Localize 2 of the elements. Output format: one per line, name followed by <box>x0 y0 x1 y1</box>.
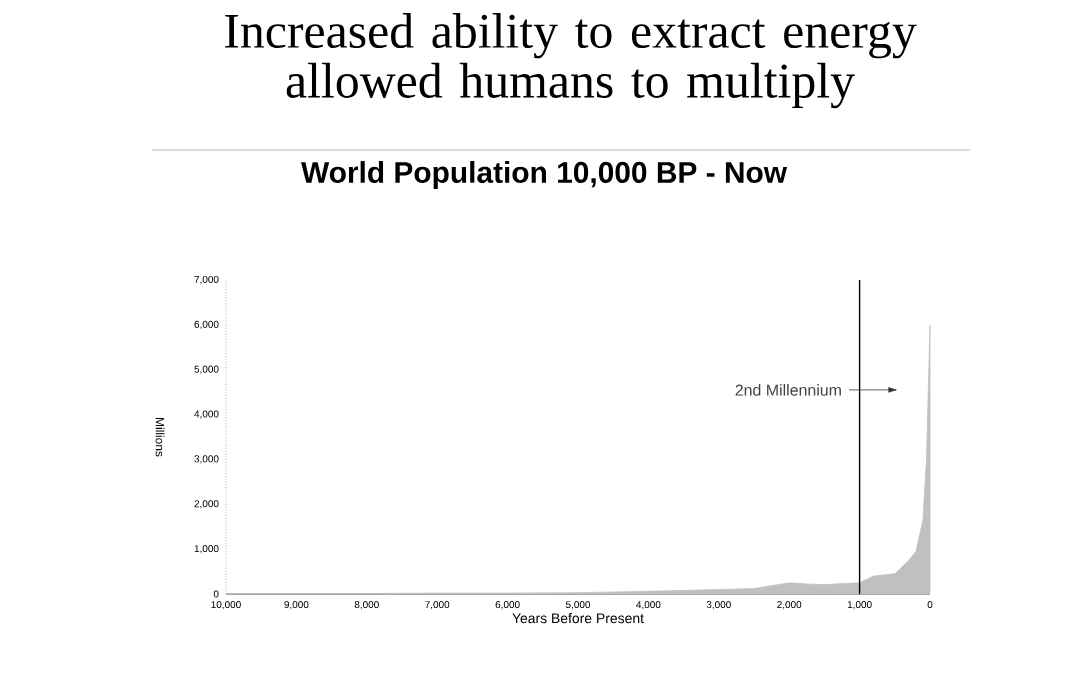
chart-subtitle: World Population 10,000 BP - Now <box>301 161 788 189</box>
chart-title: Increased ability to extract energy allowed humans to multiply <box>225 13 917 109</box>
